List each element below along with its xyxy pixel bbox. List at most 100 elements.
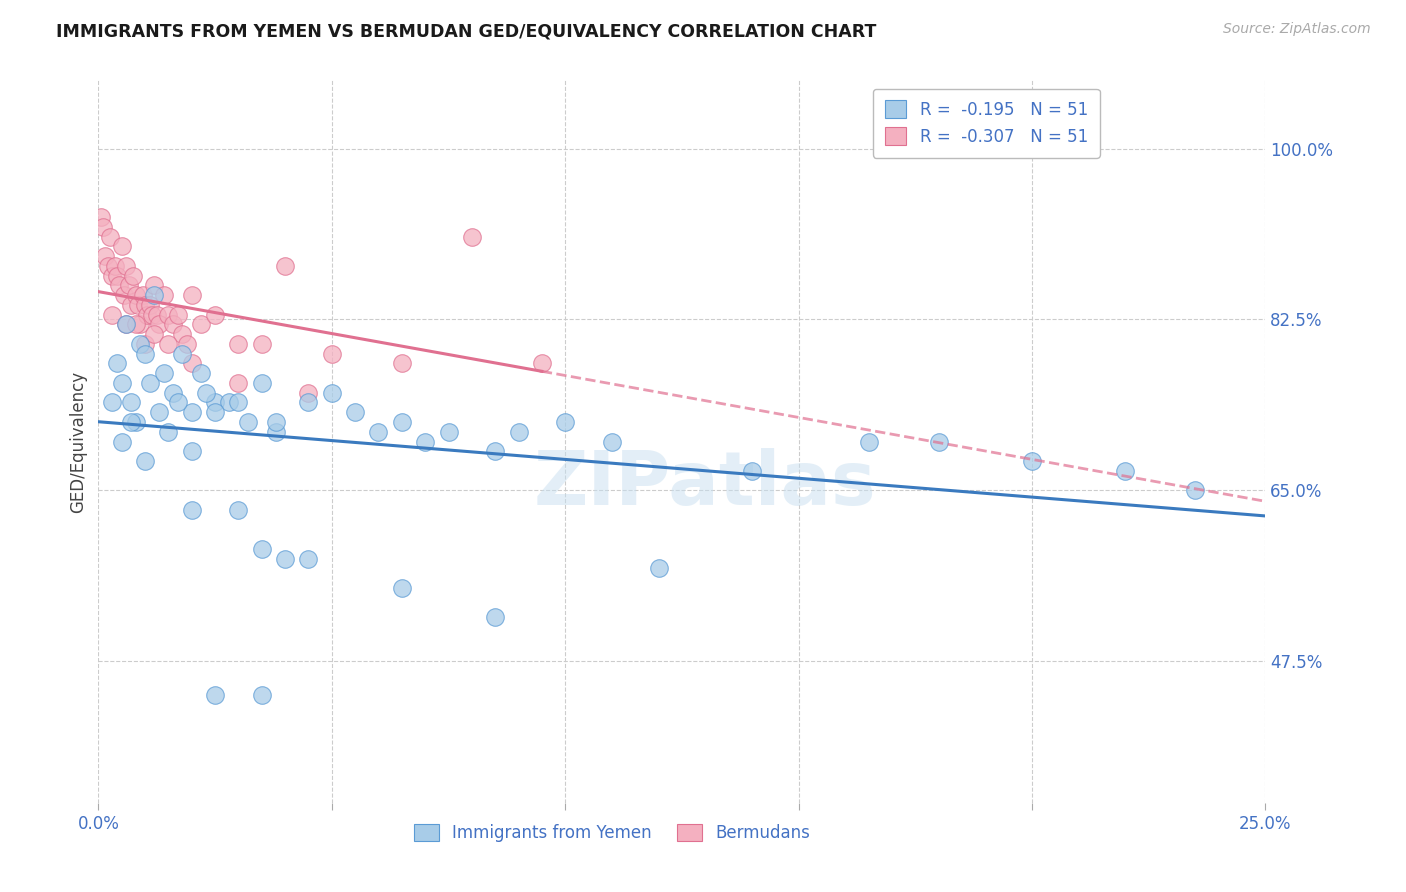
Point	[134, 454, 156, 468]
Point	[413, 434, 436, 449]
Point	[236, 415, 259, 429]
Point	[190, 318, 212, 332]
Point	[264, 415, 287, 429]
Point	[250, 337, 273, 351]
Point	[461, 229, 484, 244]
Point	[143, 288, 166, 302]
Point	[484, 610, 506, 624]
Point	[1184, 483, 1206, 498]
Point	[111, 434, 134, 449]
Point	[530, 356, 553, 370]
Point	[101, 395, 124, 409]
Point	[321, 346, 343, 360]
Point	[141, 308, 163, 322]
Point	[166, 395, 188, 409]
Point	[391, 581, 413, 595]
Point	[162, 385, 184, 400]
Point	[90, 210, 112, 224]
Point	[101, 268, 124, 283]
Point	[111, 376, 134, 390]
Point	[172, 327, 194, 342]
Point	[125, 415, 148, 429]
Point	[297, 551, 319, 566]
Point	[228, 503, 250, 517]
Point	[157, 308, 180, 322]
Point	[344, 405, 367, 419]
Point	[194, 385, 217, 400]
Point	[180, 503, 202, 517]
Point	[143, 278, 166, 293]
Point	[228, 376, 250, 390]
Point	[218, 395, 240, 409]
Point	[125, 288, 148, 302]
Point	[120, 298, 142, 312]
Point	[157, 337, 180, 351]
Text: Source: ZipAtlas.com: Source: ZipAtlas.com	[1223, 22, 1371, 37]
Point	[367, 425, 389, 439]
Point	[204, 395, 226, 409]
Point	[180, 356, 202, 370]
Point	[204, 308, 226, 322]
Point	[127, 298, 149, 312]
Point	[176, 337, 198, 351]
Point	[101, 308, 124, 322]
Point	[600, 434, 623, 449]
Point	[228, 395, 250, 409]
Point	[146, 308, 169, 322]
Point	[166, 308, 188, 322]
Point	[554, 415, 576, 429]
Point	[297, 385, 319, 400]
Point	[180, 288, 202, 302]
Point	[122, 268, 145, 283]
Point	[132, 288, 155, 302]
Point	[94, 249, 117, 263]
Point	[162, 318, 184, 332]
Text: ZIPatlas: ZIPatlas	[534, 449, 876, 522]
Point	[152, 366, 174, 380]
Point	[115, 259, 138, 273]
Point	[391, 356, 413, 370]
Point	[143, 327, 166, 342]
Point	[250, 376, 273, 390]
Point	[118, 278, 141, 293]
Point	[111, 239, 134, 253]
Point	[152, 288, 174, 302]
Point	[437, 425, 460, 439]
Point	[148, 318, 170, 332]
Point	[120, 415, 142, 429]
Point	[105, 268, 128, 283]
Point	[647, 561, 669, 575]
Point	[1021, 454, 1043, 468]
Point	[97, 259, 120, 273]
Point	[264, 425, 287, 439]
Point	[91, 219, 114, 234]
Point	[204, 689, 226, 703]
Point	[129, 318, 152, 332]
Point	[274, 551, 297, 566]
Point	[741, 464, 763, 478]
Point	[321, 385, 343, 400]
Point	[391, 415, 413, 429]
Point	[148, 405, 170, 419]
Point	[105, 356, 128, 370]
Point	[228, 337, 250, 351]
Point	[112, 288, 135, 302]
Point	[297, 395, 319, 409]
Point	[180, 444, 202, 458]
Point	[125, 318, 148, 332]
Y-axis label: GED/Equivalency: GED/Equivalency	[69, 370, 87, 513]
Point	[172, 346, 194, 360]
Point	[484, 444, 506, 458]
Point	[136, 308, 159, 322]
Point	[134, 337, 156, 351]
Point	[139, 298, 162, 312]
Point	[115, 318, 138, 332]
Legend: Immigrants from Yemen, Bermudans: Immigrants from Yemen, Bermudans	[408, 817, 817, 848]
Text: IMMIGRANTS FROM YEMEN VS BERMUDAN GED/EQUIVALENCY CORRELATION CHART: IMMIGRANTS FROM YEMEN VS BERMUDAN GED/EQ…	[56, 22, 876, 40]
Point	[250, 541, 273, 556]
Point	[134, 298, 156, 312]
Point	[108, 278, 131, 293]
Point	[104, 259, 127, 273]
Point	[120, 395, 142, 409]
Point	[250, 689, 273, 703]
